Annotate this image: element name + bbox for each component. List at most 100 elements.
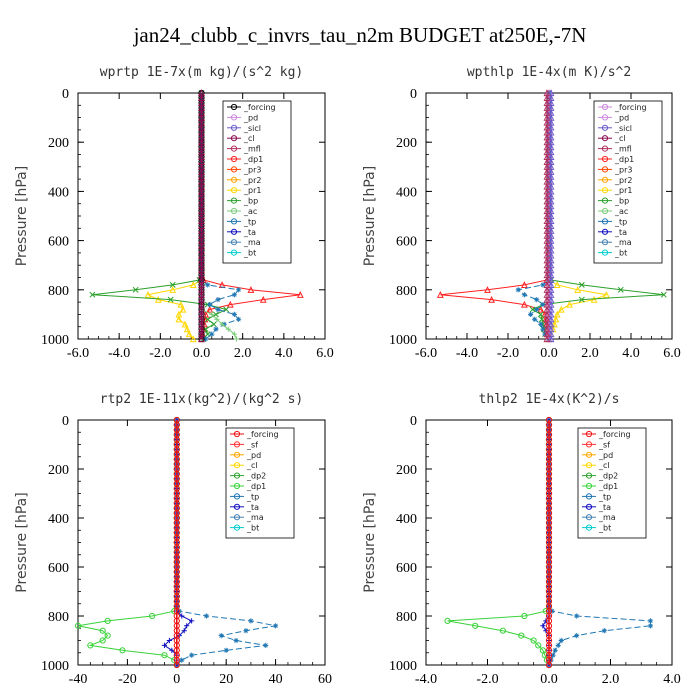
data-point [574, 633, 580, 639]
y-tick-label: 800 [48, 284, 69, 299]
panel-title: wprtp 1E-7x(m kg)/(s^2 kg) [100, 65, 304, 80]
data-point [484, 286, 491, 293]
data-point [189, 281, 197, 288]
x-tick-label: -4.0 [415, 672, 437, 687]
data-point [154, 295, 162, 303]
data-point [444, 617, 451, 625]
series-mfl [543, 89, 551, 343]
data-point [210, 321, 217, 328]
legend-marker [233, 482, 241, 490]
data-point [547, 335, 555, 343]
y-tick-label: 200 [396, 463, 417, 478]
x-tick-label: 4.0 [275, 346, 293, 361]
data-point [530, 637, 537, 644]
x-tick-label: 4.0 [663, 672, 681, 687]
y-tick-label: 0 [62, 414, 69, 429]
legend-marker [601, 155, 609, 163]
legend-entry: _pr1 [614, 186, 632, 195]
legend-marker [601, 135, 609, 142]
y-tick-label: 400 [48, 185, 69, 200]
y-tick-label: 0 [410, 87, 417, 102]
y-tick-label: 800 [396, 284, 417, 299]
x-tick-label: -2.0 [476, 672, 498, 687]
legend-marker [585, 472, 593, 479]
data-point [566, 300, 573, 308]
data-point [209, 311, 215, 317]
data-point [521, 292, 527, 298]
legend-entry: _tp [614, 217, 627, 226]
series-forcing [173, 416, 180, 669]
y-tick-label: 400 [396, 512, 417, 527]
x-tick-label: 2.0 [581, 346, 599, 361]
data-point [179, 305, 187, 313]
y-tick-label: 400 [396, 185, 417, 200]
series-line [440, 93, 550, 340]
legend-marker [230, 187, 238, 194]
legend-marker [233, 524, 241, 531]
data-point [209, 331, 215, 337]
data-point [144, 291, 152, 298]
data-point [206, 305, 214, 313]
data-point [296, 291, 304, 298]
y-tick-label: 1000 [389, 333, 417, 348]
data-point [184, 623, 190, 629]
data-point [167, 296, 174, 303]
x-tick-label: 6.0 [316, 346, 334, 361]
y-tick-label: 200 [48, 136, 69, 151]
data-point [99, 637, 106, 644]
data-point [213, 326, 219, 332]
y-tick-label: 600 [396, 235, 417, 250]
data-point [647, 618, 654, 624]
legend-entry: _pd [246, 451, 261, 460]
x-tick-label: 4.0 [622, 346, 640, 361]
data-point [119, 647, 126, 654]
legend-entry: _cl [243, 134, 255, 143]
legend-marker [585, 482, 593, 490]
panel-title: thlp2 1E-4x(K^2)/s [479, 392, 620, 407]
legend-marker [233, 451, 241, 458]
legend-marker [233, 503, 241, 510]
data-point [219, 321, 225, 327]
series-line [447, 420, 550, 666]
chart-panel-1: wprtp 1E-7x(m kg)/(s^2 kg) -6.0 -4.0 -2.0 0.… [14, 65, 334, 361]
data-point [578, 281, 585, 288]
legend-entry: _pd [598, 451, 613, 460]
y-tick-label: 1000 [389, 659, 417, 674]
legend-entry: _forcing [598, 430, 631, 439]
legend-marker [601, 187, 609, 194]
data-point [185, 330, 193, 338]
data-point [534, 306, 540, 313]
data-point [74, 622, 82, 629]
legend-marker [601, 166, 609, 173]
y-axis-label: Pressure [hPa] [362, 166, 378, 266]
data-point [540, 301, 546, 308]
legend-marker [601, 103, 609, 111]
x-tick-label: 6.0 [663, 346, 681, 361]
data-point [660, 291, 667, 298]
x-tick-label: -40 [69, 672, 88, 687]
legend-entry: _forcing [243, 103, 276, 112]
data-point [601, 628, 607, 634]
legend-entry: _forcing [246, 430, 279, 439]
data-point [166, 637, 172, 644]
x-tick-label: 0.0 [540, 346, 558, 361]
data-point [499, 627, 506, 634]
data-point [189, 618, 195, 624]
legend-marker [233, 462, 241, 469]
data-point [578, 296, 585, 303]
legend: _forcing_pd _sicl_cl _mfl_dp1_pr3 _pr2_pr1 _… [593, 100, 663, 264]
data-point [552, 647, 558, 653]
legend-entry: _ac [243, 207, 257, 216]
data-point [518, 632, 525, 639]
data-point [203, 336, 209, 342]
data-point [574, 613, 580, 619]
data-point [532, 316, 538, 322]
data-point [149, 612, 156, 620]
legend-marker [585, 430, 593, 438]
legend-entry: _ac [614, 207, 628, 216]
legend-marker [230, 249, 238, 256]
data-point [205, 282, 211, 288]
data-point [243, 628, 249, 634]
legend-entry: _sf [246, 440, 258, 449]
x-tick-label: -2.0 [149, 346, 171, 361]
